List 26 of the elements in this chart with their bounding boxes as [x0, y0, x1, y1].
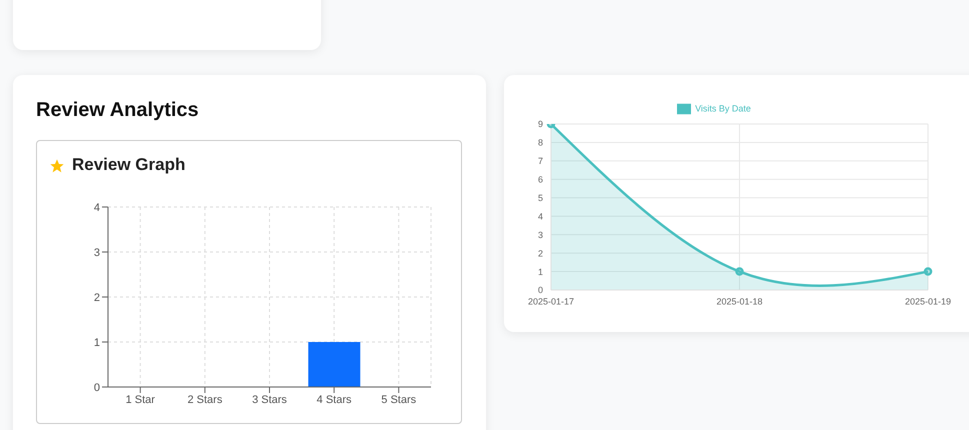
x-tick-label: 2 Stars	[187, 394, 223, 406]
y-tick-label: 0	[94, 382, 100, 394]
x-tick-label: 4 Stars	[316, 394, 352, 406]
y-tick-label: 2	[538, 248, 543, 258]
y-tick-label: 8	[538, 138, 543, 148]
y-tick-label: 3	[94, 246, 100, 259]
y-tick-label: 4	[538, 211, 543, 222]
chart-subtitle: Review Graph	[72, 155, 186, 175]
y-tick-label: 6	[538, 174, 543, 185]
y-tick-label: 5	[538, 192, 543, 203]
y-tick-label: 1	[538, 266, 543, 277]
legend-label: Visits By Date	[695, 103, 751, 114]
chart-title: Review Analytics	[36, 99, 199, 122]
x-tick-label: 2025-01-18	[716, 296, 763, 306]
y-tick-label: 3	[538, 230, 543, 240]
x-tick-label: 3 Stars	[252, 394, 288, 406]
y-tick-label: 4	[94, 202, 100, 214]
x-tick-label: 2025-01-17	[528, 296, 574, 306]
y-tick-label: 9	[538, 119, 543, 130]
x-tick-label: 5 Stars	[381, 394, 417, 406]
y-tick-label: 1	[94, 336, 100, 349]
y-tick-label: 0	[538, 285, 543, 296]
y-tick-label: 7	[538, 156, 543, 166]
y-tick-label: 2	[94, 292, 100, 304]
x-tick-label: 1 Star	[126, 394, 156, 406]
x-tick-label: 2025-01-19	[904, 296, 952, 306]
